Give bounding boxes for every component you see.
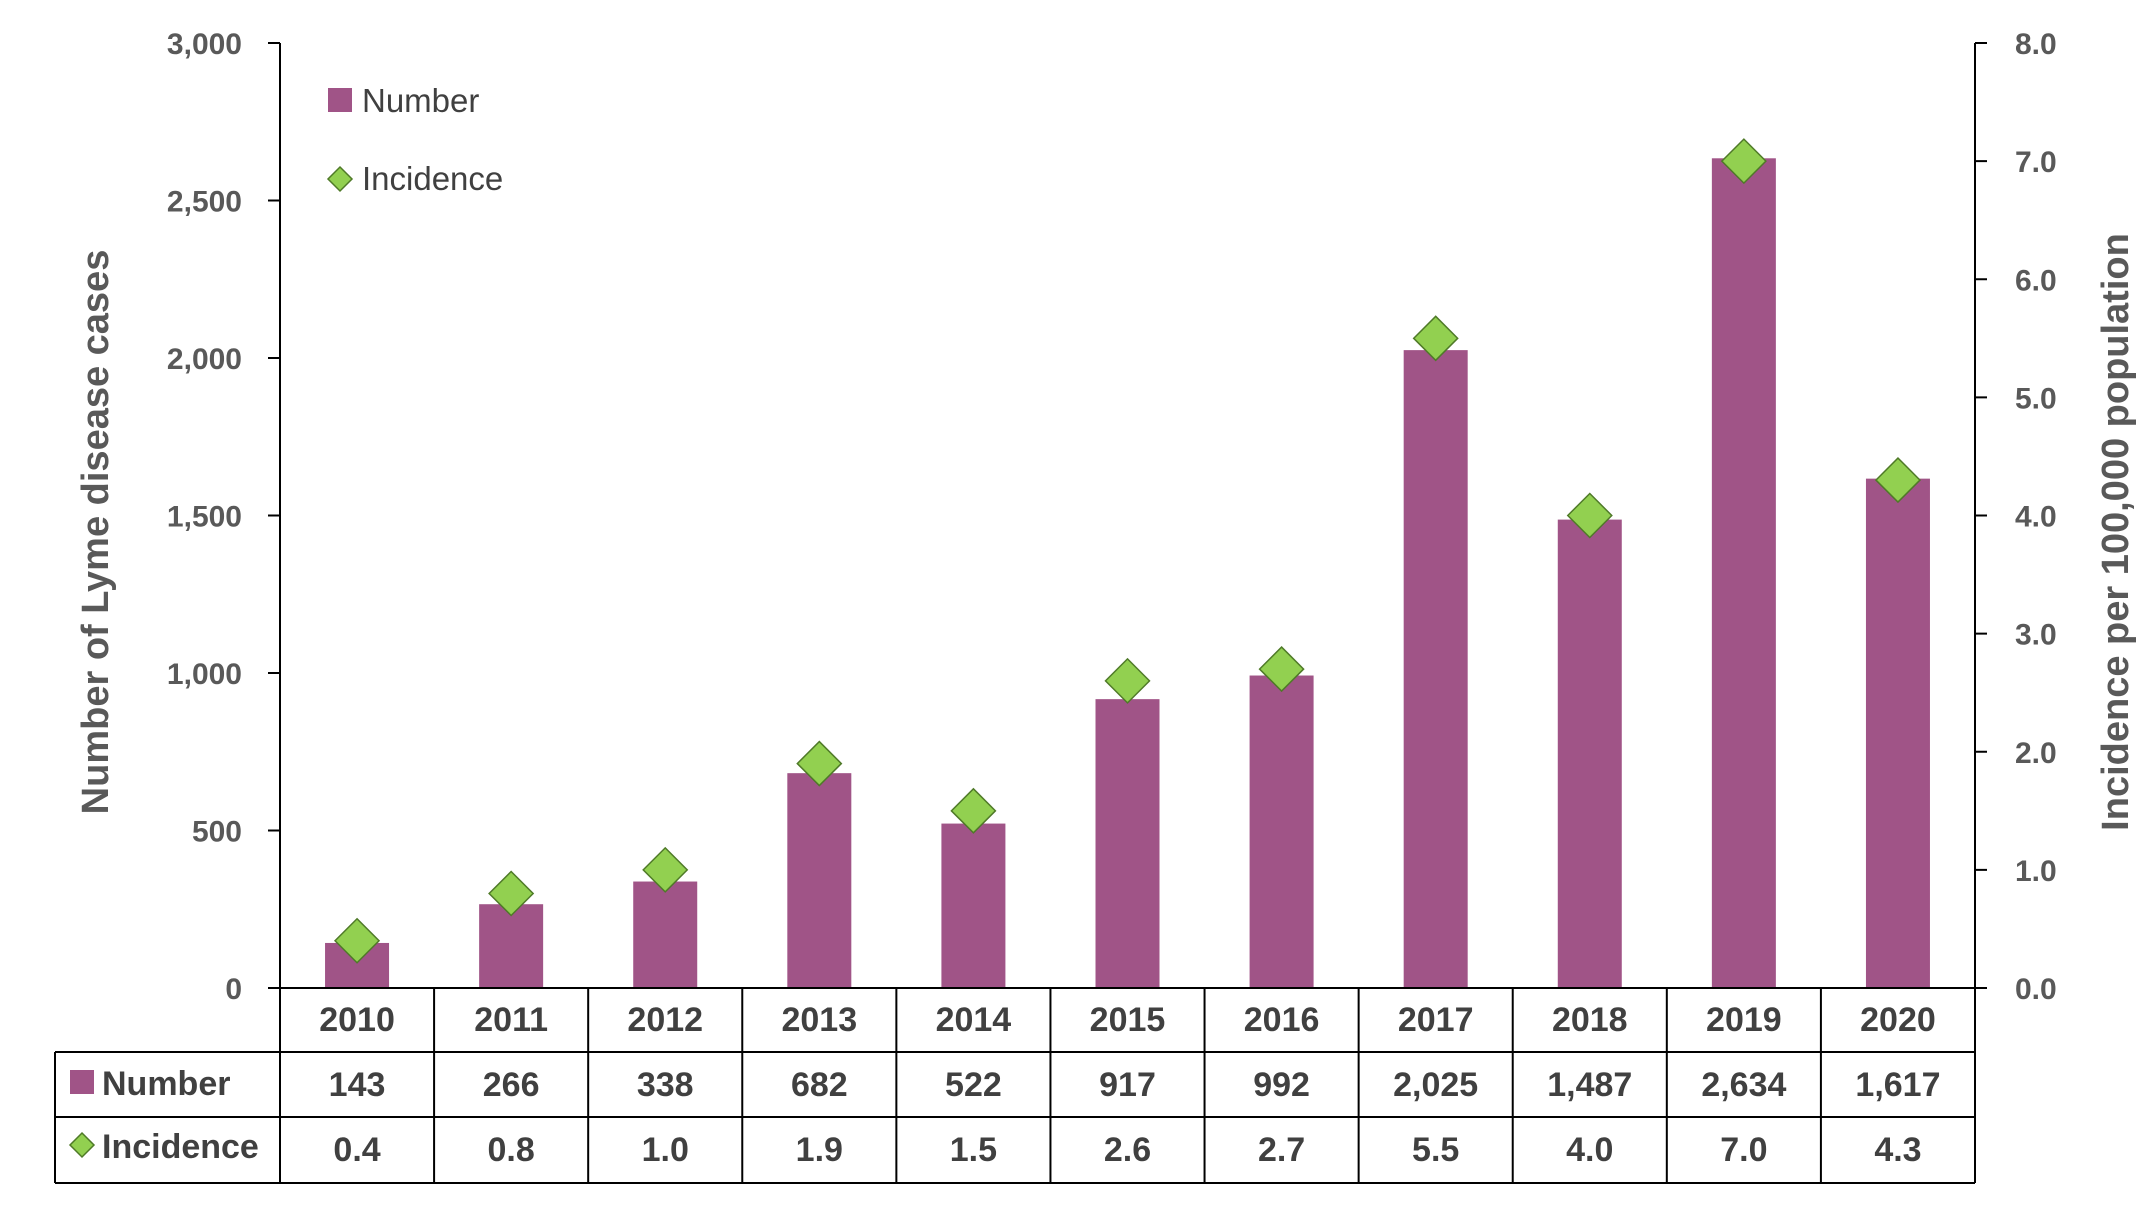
table-incidence-2014: 1.5 <box>950 1131 997 1169</box>
legend-incidence-marker <box>326 165 354 193</box>
incidence-markers <box>333 138 1922 964</box>
bar-2017 <box>1403 350 1468 988</box>
incidence-point-2010 <box>333 917 381 964</box>
legend: Number Incidence <box>326 82 503 197</box>
table-incidence-2015: 2.6 <box>1104 1131 1151 1169</box>
incidence-point-2013 <box>796 740 843 787</box>
table-number-2016: 992 <box>1253 1066 1310 1104</box>
table-year-2010: 2010 <box>319 1001 395 1039</box>
table-number-2019: 2,634 <box>1701 1066 1786 1104</box>
incidence-point-2015 <box>1104 657 1151 704</box>
table-year-2011: 2011 <box>474 1001 548 1039</box>
y2-tick-label: 1.0 <box>2015 855 2057 888</box>
y-tick-label: 1,500 <box>167 501 242 534</box>
table-year-2018: 2018 <box>1552 1001 1628 1039</box>
bar-2011 <box>479 904 544 988</box>
table-year-2012: 2012 <box>627 1001 703 1039</box>
table-incidence-2016: 2.7 <box>1258 1131 1305 1169</box>
y2-tick-label: 8.0 <box>2015 28 2057 61</box>
table-number-2014: 522 <box>945 1066 1002 1104</box>
table-year-2015: 2015 <box>1090 1001 1166 1039</box>
incidence-point-2018 <box>1566 492 1613 539</box>
table-incidence-2020: 4.3 <box>1874 1131 1921 1169</box>
incidence-point-2019 <box>1720 138 1767 185</box>
bar-2016 <box>1249 675 1314 988</box>
legend-incidence-label: Incidence <box>362 160 503 197</box>
table-year-2017: 2017 <box>1398 1001 1474 1039</box>
table-year-2014: 2014 <box>936 1001 1012 1039</box>
y-tick-label: 2,000 <box>167 343 242 376</box>
bar-2013 <box>787 773 852 988</box>
bar-2012 <box>633 881 698 988</box>
y2-tick-label: 2.0 <box>2015 737 2057 770</box>
table-row-label-incidence: Incidence <box>102 1128 259 1166</box>
y2-tick-label: 7.0 <box>2015 146 2057 179</box>
axes <box>279 43 1976 989</box>
y2-tick-label: 0.0 <box>2015 973 2057 1006</box>
y-axis-title: Number of Lyme disease cases <box>75 250 117 815</box>
bar-2020 <box>1865 478 1930 988</box>
bar-2014 <box>941 823 1006 988</box>
table-year-2013: 2013 <box>781 1001 857 1039</box>
y2-tick-label: 4.0 <box>2015 501 2057 534</box>
y-tick-label: 3,000 <box>167 28 242 61</box>
legend-number-label: Number <box>362 82 479 119</box>
incidence-point-2012 <box>642 846 689 893</box>
incidence-point-2017 <box>1412 315 1459 362</box>
table-incidence-marker <box>68 1131 96 1159</box>
table-incidence-2011: 0.8 <box>488 1131 535 1169</box>
table-incidence-2012: 1.0 <box>642 1131 689 1169</box>
table-incidence-2018: 4.0 <box>1566 1131 1613 1169</box>
table-number-2010: 143 <box>329 1066 386 1104</box>
bar-2018 <box>1557 519 1622 988</box>
y2-tick-label: 3.0 <box>2015 619 2057 652</box>
table-incidence-2019: 7.0 <box>1720 1131 1767 1169</box>
table-incidence-2013: 1.9 <box>796 1131 843 1169</box>
incidence-point-2020 <box>1874 457 1922 504</box>
bar-2015 <box>1095 699 1160 988</box>
table-number-2018: 1,487 <box>1547 1066 1632 1104</box>
y-tick-label: 0 <box>225 973 242 1006</box>
data-table: Number Incidence 2010 143 0.4 2011 266 0.8 201… <box>54 988 1976 1184</box>
table-row-label-number: Number <box>102 1065 230 1103</box>
table-number-2020: 1,617 <box>1855 1066 1940 1104</box>
left-axis-ticks: 0 500 1,000 1,500 2,000 2,500 3,000 <box>167 28 280 1006</box>
table-incidence-2010: 0.4 <box>333 1131 380 1169</box>
table-number-2013: 682 <box>791 1066 848 1104</box>
table-number-2011: 266 <box>483 1066 540 1104</box>
y-tick-label: 500 <box>192 816 242 849</box>
y-tick-label: 1,000 <box>167 658 242 691</box>
incidence-point-2011 <box>488 870 535 917</box>
legend-number-swatch <box>328 88 352 112</box>
table-year-2016: 2016 <box>1244 1001 1320 1039</box>
table-number-swatch <box>70 1070 94 1094</box>
incidence-point-2016 <box>1258 646 1305 693</box>
table-number-2015: 917 <box>1099 1066 1156 1104</box>
number-bars <box>325 158 1930 989</box>
incidence-point-2014 <box>950 787 997 834</box>
y2-axis-title: Incidence per 100,000 population <box>2095 233 2137 831</box>
y2-tick-label: 5.0 <box>2015 382 2057 415</box>
table-incidence-2017: 5.5 <box>1412 1131 1459 1169</box>
bar-2019 <box>1711 158 1776 989</box>
y-tick-label: 2,500 <box>167 186 242 219</box>
right-axis-ticks: 0.0 1.0 2.0 3.0 4.0 5.0 6.0 7.0 8.0 <box>1975 28 2057 1006</box>
table-number-2012: 338 <box>637 1066 694 1104</box>
table-year-2020: 2020 <box>1860 1001 1936 1039</box>
y2-tick-label: 6.0 <box>2015 264 2057 297</box>
table-year-2019: 2019 <box>1706 1001 1782 1039</box>
table-number-2017: 2,025 <box>1393 1066 1478 1104</box>
